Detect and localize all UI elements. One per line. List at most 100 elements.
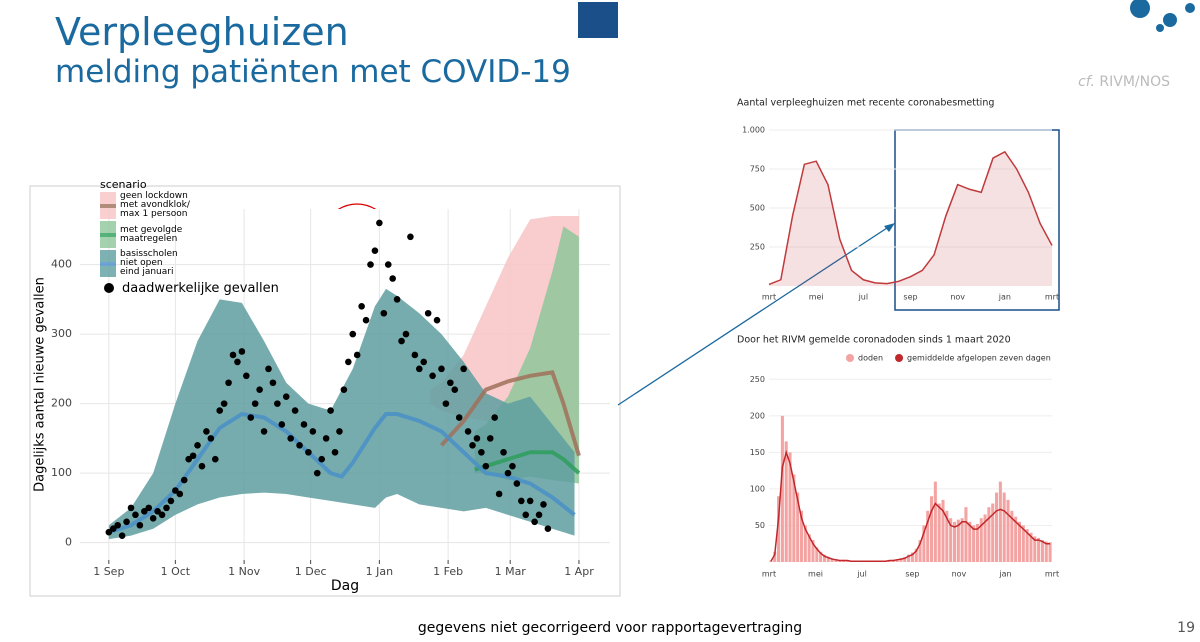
case-point xyxy=(189,452,197,460)
case-point xyxy=(172,487,179,494)
legend-swatch xyxy=(100,221,116,248)
case-point xyxy=(491,414,498,421)
source: cf. RIVM/NOS xyxy=(1078,74,1170,90)
x-tick-label: mei xyxy=(808,570,823,579)
x-tick-label: nov xyxy=(950,293,965,302)
bar xyxy=(1017,521,1022,562)
line xyxy=(770,449,1051,563)
case-point xyxy=(544,525,552,533)
case-point xyxy=(260,428,268,435)
case-point xyxy=(105,528,113,536)
bar xyxy=(822,554,826,562)
case-point xyxy=(393,296,401,303)
case-point xyxy=(464,428,472,435)
bar xyxy=(998,481,1002,562)
case-point xyxy=(136,521,144,529)
legend-entry: met gevolgde maatregelen xyxy=(100,221,279,248)
case-point xyxy=(216,407,224,414)
case-point xyxy=(415,365,423,373)
bar xyxy=(918,540,922,562)
chart-title: Door het RIVM gemelde coronadoden sinds … xyxy=(737,335,1011,346)
x-tick-label: mrt xyxy=(762,570,776,579)
case-point xyxy=(451,386,459,394)
case-point xyxy=(380,309,388,317)
legend-label: daadwerkelijke gevallen xyxy=(122,280,279,296)
bar xyxy=(945,510,949,562)
case-point xyxy=(331,448,339,456)
bar xyxy=(1025,529,1029,562)
case-point xyxy=(322,435,330,442)
legend-label: geen lockdown met avondklok/ max 1 perso… xyxy=(120,191,190,219)
case-point xyxy=(229,351,237,359)
legend-line xyxy=(100,204,116,208)
x-tick-label: 1 Jan xyxy=(366,565,393,578)
case-point xyxy=(442,400,450,407)
case-point xyxy=(433,316,441,324)
case-point xyxy=(291,407,299,414)
case-point xyxy=(185,455,192,463)
bar xyxy=(964,507,968,562)
case-point xyxy=(482,462,490,470)
legend-swatch xyxy=(100,192,116,219)
legend-label: gemiddelde afgelopen zeven dagen xyxy=(907,354,1051,363)
case-point xyxy=(238,348,246,355)
case-point xyxy=(225,379,232,387)
bar xyxy=(952,521,957,562)
case-point xyxy=(384,261,392,268)
x-tick-label: 1 Apr xyxy=(564,565,594,578)
case-point xyxy=(274,400,281,407)
case-point xyxy=(158,511,166,519)
case-point xyxy=(402,330,410,338)
bar xyxy=(799,510,804,562)
y-tick-label: 1.000 xyxy=(742,126,765,135)
case-point xyxy=(207,435,215,442)
bar xyxy=(777,496,781,562)
case-point xyxy=(438,365,445,373)
x-tick-label: 1 Feb xyxy=(433,565,463,578)
bar xyxy=(941,499,945,562)
case-point xyxy=(429,372,436,380)
case-point xyxy=(145,504,153,512)
legend: scenario geen lockdown met avondklok/ max… xyxy=(100,179,279,296)
band xyxy=(108,288,575,540)
bar xyxy=(1010,510,1014,562)
y-tick-label: 0 xyxy=(65,536,72,549)
page-number: 19 xyxy=(1177,620,1195,636)
area xyxy=(769,151,1052,286)
source-text: RIVM/NOS xyxy=(1099,74,1170,90)
legend-dot xyxy=(104,283,114,293)
x-tick-label: jan xyxy=(998,570,1011,579)
y-tick-label: 200 xyxy=(750,411,765,420)
legend-label: doden xyxy=(858,354,883,363)
bar xyxy=(975,524,979,562)
case-point xyxy=(282,393,290,400)
bar xyxy=(899,558,903,562)
case-point xyxy=(362,316,370,324)
case-point xyxy=(318,455,326,463)
x-axis-label: Dag xyxy=(331,578,359,594)
case-point xyxy=(353,351,361,359)
case-point xyxy=(460,365,467,373)
case-point xyxy=(243,372,250,380)
bar xyxy=(830,558,834,562)
source-prefix: cf. xyxy=(1078,74,1095,90)
bar xyxy=(960,518,964,562)
bar xyxy=(933,481,937,562)
y-tick-label: 500 xyxy=(750,204,765,213)
legend-entry: basisscholen niet open eind januari xyxy=(100,250,279,277)
case-point xyxy=(234,358,241,366)
legend-line xyxy=(100,262,116,266)
legend-swatch xyxy=(100,250,116,277)
bar xyxy=(983,514,987,562)
bar xyxy=(784,441,788,562)
case-point xyxy=(287,435,294,442)
legend-dot xyxy=(895,354,904,362)
bar xyxy=(803,525,807,562)
y-tick-label: 150 xyxy=(750,448,765,457)
case-point xyxy=(407,233,414,241)
x-tick-label: jan xyxy=(998,293,1011,302)
case-point xyxy=(340,386,348,394)
y-tick-label: 250 xyxy=(750,243,765,252)
